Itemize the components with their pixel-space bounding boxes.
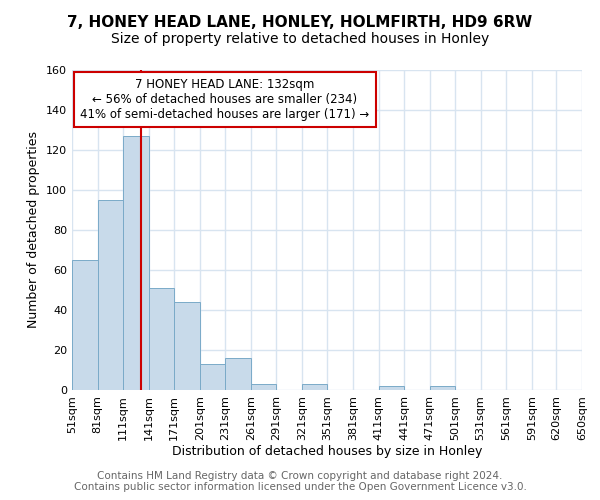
Bar — [174, 302, 200, 390]
Bar — [200, 364, 225, 390]
Text: 7 HONEY HEAD LANE: 132sqm
← 56% of detached houses are smaller (234)
41% of semi: 7 HONEY HEAD LANE: 132sqm ← 56% of detac… — [80, 78, 370, 121]
Bar — [123, 136, 149, 390]
X-axis label: Distribution of detached houses by size in Honley: Distribution of detached houses by size … — [172, 446, 482, 458]
Bar — [251, 384, 277, 390]
Bar — [430, 386, 455, 390]
Bar — [72, 260, 98, 390]
Bar — [98, 200, 123, 390]
Bar — [225, 358, 251, 390]
Bar — [379, 386, 404, 390]
Text: Contains HM Land Registry data © Crown copyright and database right 2024.
Contai: Contains HM Land Registry data © Crown c… — [74, 471, 526, 492]
Bar — [302, 384, 328, 390]
Y-axis label: Number of detached properties: Number of detached properties — [28, 132, 40, 328]
Bar — [149, 288, 174, 390]
Text: Size of property relative to detached houses in Honley: Size of property relative to detached ho… — [111, 32, 489, 46]
Text: 7, HONEY HEAD LANE, HONLEY, HOLMFIRTH, HD9 6RW: 7, HONEY HEAD LANE, HONLEY, HOLMFIRTH, H… — [67, 15, 533, 30]
